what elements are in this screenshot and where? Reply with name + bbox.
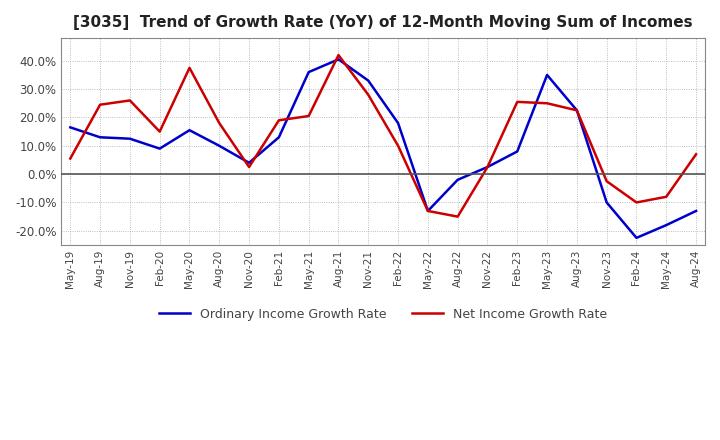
Line: Net Income Growth Rate: Net Income Growth Rate xyxy=(71,55,696,216)
Line: Ordinary Income Growth Rate: Ordinary Income Growth Rate xyxy=(71,59,696,238)
Ordinary Income Growth Rate xyxy=(543,72,552,77)
Net Income Growth Rate xyxy=(96,102,104,107)
Ordinary Income Growth Rate xyxy=(125,136,134,141)
Net Income Growth Rate xyxy=(364,92,373,97)
Ordinary Income Growth Rate xyxy=(513,149,521,154)
Net Income Growth Rate xyxy=(483,165,492,170)
Ordinary Income Growth Rate xyxy=(245,160,253,165)
Legend: Ordinary Income Growth Rate, Net Income Growth Rate: Ordinary Income Growth Rate, Net Income … xyxy=(154,303,612,326)
Net Income Growth Rate xyxy=(662,194,670,199)
Net Income Growth Rate xyxy=(603,179,611,184)
Ordinary Income Growth Rate xyxy=(662,223,670,228)
Net Income Growth Rate xyxy=(334,52,343,58)
Ordinary Income Growth Rate xyxy=(215,143,224,148)
Net Income Growth Rate xyxy=(543,101,552,106)
Ordinary Income Growth Rate xyxy=(66,125,75,130)
Ordinary Income Growth Rate xyxy=(274,135,283,140)
Net Income Growth Rate xyxy=(632,200,641,205)
Ordinary Income Growth Rate xyxy=(364,78,373,83)
Ordinary Income Growth Rate xyxy=(96,135,104,140)
Net Income Growth Rate xyxy=(572,108,581,113)
Ordinary Income Growth Rate xyxy=(305,70,313,75)
Net Income Growth Rate xyxy=(156,129,164,134)
Ordinary Income Growth Rate xyxy=(572,108,581,113)
Net Income Growth Rate xyxy=(513,99,521,105)
Net Income Growth Rate xyxy=(245,165,253,170)
Ordinary Income Growth Rate xyxy=(334,57,343,62)
Net Income Growth Rate xyxy=(66,156,75,161)
Ordinary Income Growth Rate xyxy=(394,121,402,126)
Ordinary Income Growth Rate xyxy=(156,146,164,151)
Net Income Growth Rate xyxy=(423,208,432,213)
Ordinary Income Growth Rate xyxy=(603,200,611,205)
Net Income Growth Rate xyxy=(692,152,701,157)
Ordinary Income Growth Rate xyxy=(692,208,701,213)
Net Income Growth Rate xyxy=(274,117,283,123)
Net Income Growth Rate xyxy=(394,143,402,148)
Ordinary Income Growth Rate xyxy=(454,177,462,183)
Ordinary Income Growth Rate xyxy=(483,165,492,170)
Ordinary Income Growth Rate xyxy=(185,128,194,133)
Title: [3035]  Trend of Growth Rate (YoY) of 12-Month Moving Sum of Incomes: [3035] Trend of Growth Rate (YoY) of 12-… xyxy=(73,15,693,30)
Net Income Growth Rate xyxy=(125,98,134,103)
Ordinary Income Growth Rate xyxy=(423,208,432,213)
Net Income Growth Rate xyxy=(454,214,462,219)
Net Income Growth Rate xyxy=(305,114,313,119)
Net Income Growth Rate xyxy=(185,65,194,70)
Net Income Growth Rate xyxy=(215,121,224,126)
Ordinary Income Growth Rate xyxy=(632,235,641,241)
